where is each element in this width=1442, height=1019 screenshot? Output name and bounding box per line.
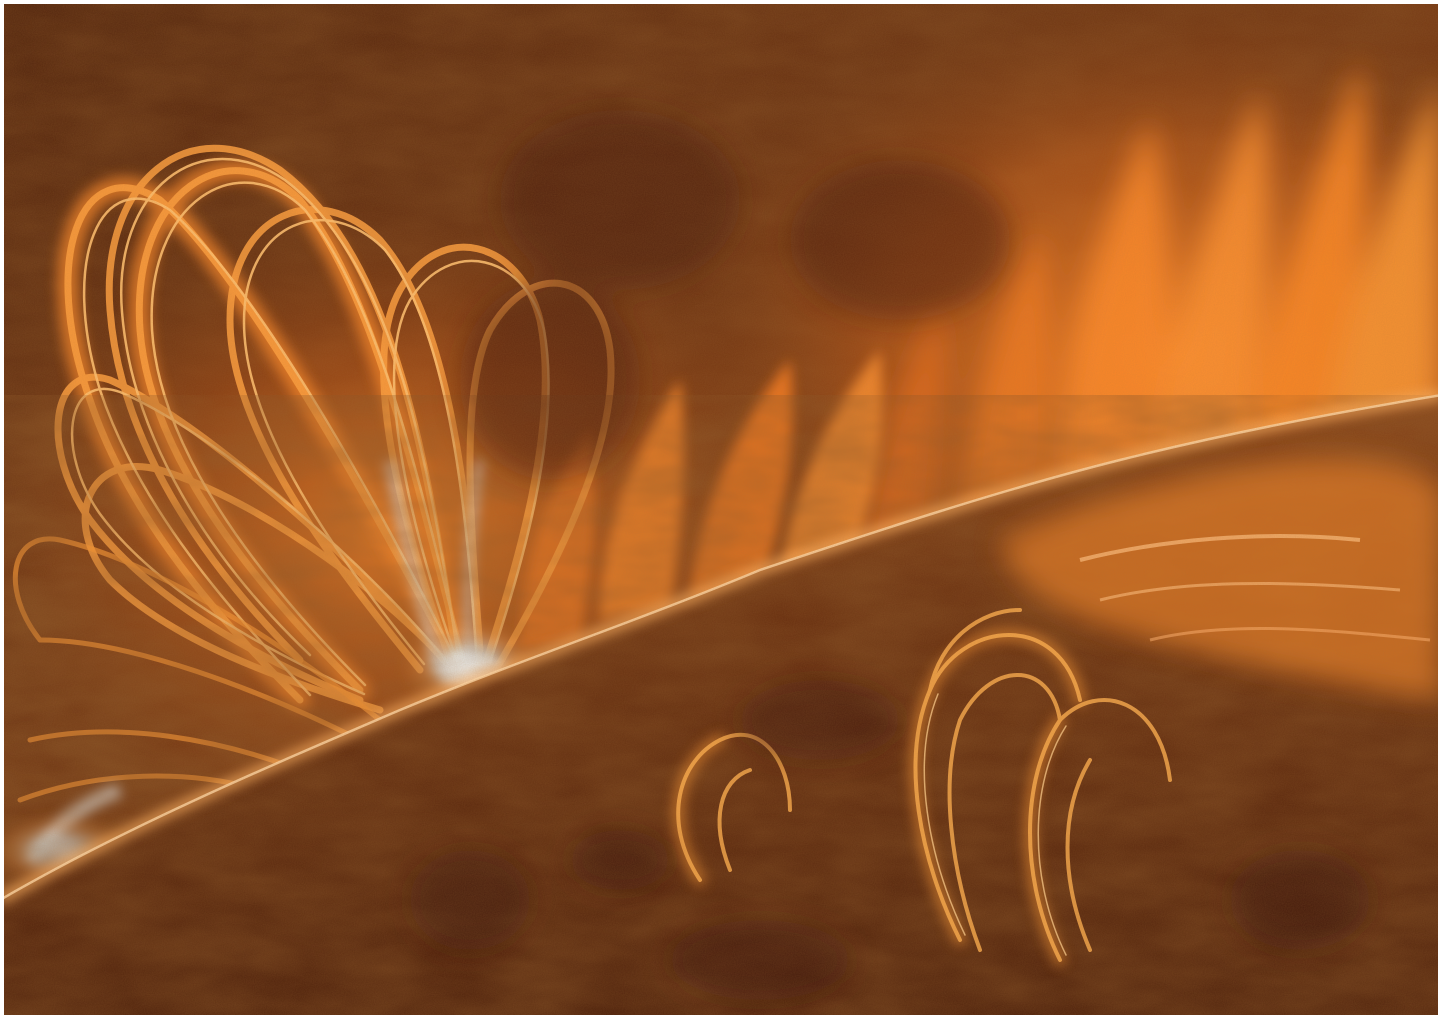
solar-flare-image [4, 4, 1438, 1015]
film-grain [4, 4, 1438, 1015]
